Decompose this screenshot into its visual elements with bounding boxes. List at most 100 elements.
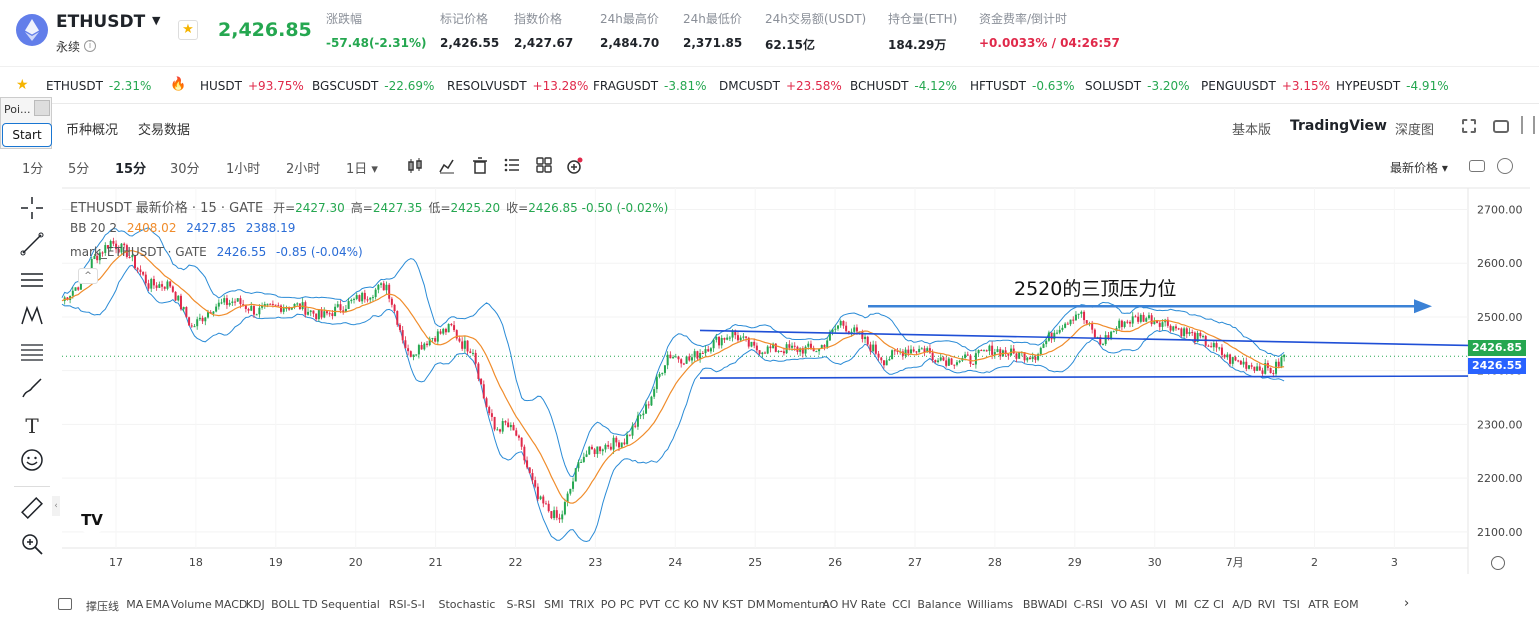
fullscreen-icon[interactable] (1462, 119, 1476, 133)
timeframe-3[interactable]: 30分 (170, 162, 200, 177)
layout-grid-icon[interactable] (536, 157, 552, 177)
indicator-item[interactable]: 撑压线 (86, 600, 119, 613)
channel-bottom-line[interactable] (699, 375, 1469, 379)
settings-gear-icon[interactable] (1497, 158, 1513, 174)
indicator-item[interactable]: ADI (1048, 598, 1068, 611)
indicator-item[interactable]: BBW (1022, 598, 1049, 611)
indicator-item[interactable]: BOLL (271, 598, 300, 611)
view-basic[interactable]: 基本版 (1232, 123, 1272, 138)
ruler-icon[interactable] (18, 496, 46, 524)
indicator-item[interactable]: HV (841, 598, 858, 611)
indicator-item[interactable]: KST (722, 598, 743, 611)
indicator-item[interactable]: Balance (917, 598, 962, 611)
indicator-item[interactable]: NV (702, 598, 719, 611)
indicator-item[interactable]: DM (747, 598, 766, 611)
indicator-item[interactable]: VI (1155, 598, 1167, 611)
symbol-dropdown-icon[interactable]: ▼ (152, 14, 161, 27)
indicator-item[interactable]: EOM (1333, 598, 1359, 611)
timeframe-4[interactable]: 1小时 (226, 162, 261, 177)
indicator-item[interactable]: PVT (639, 598, 660, 611)
indicator-item[interactable]: S-RSI (506, 598, 536, 611)
indicator-item[interactable]: PO (600, 598, 616, 611)
indicator-item[interactable]: SMI (544, 598, 564, 611)
list-icon[interactable] (504, 157, 520, 177)
indicator-item[interactable]: TSI (1282, 598, 1300, 611)
indicator-item[interactable]: TD Sequential (302, 598, 380, 611)
candle-type-icon[interactable] (406, 157, 424, 179)
tab-trade-data[interactable]: 交易数据 (138, 123, 191, 138)
scroll-right-icon[interactable]: › (1404, 596, 1410, 611)
ticker-item[interactable]: HYPEUSDT -4.91% (1336, 79, 1449, 93)
zoom-in-icon[interactable] (18, 532, 46, 560)
ticker-item[interactable]: HUSDT +93.75% (200, 79, 304, 93)
ticker-item[interactable]: DMCUSDT +23.58% (719, 79, 842, 93)
window-icon[interactable] (1493, 120, 1509, 133)
indicator-item[interactable]: ATR (1308, 598, 1330, 611)
view-depth[interactable]: 深度图 (1395, 123, 1435, 138)
timeframe-1[interactable]: 5分 (68, 162, 90, 177)
more-columns-icon[interactable] (1521, 116, 1535, 134)
channel-top-line[interactable] (699, 329, 1469, 347)
ticker-item[interactable]: FRAGUSDT -3.81% (593, 79, 706, 93)
indicator-item[interactable]: TRIX (569, 598, 595, 611)
view-tradingview[interactable]: TradingView (1290, 118, 1387, 134)
poi-close-icon[interactable] (34, 100, 50, 116)
start-button[interactable]: Start (2, 123, 52, 147)
indicator-item[interactable]: CC (664, 598, 680, 611)
indicator-item[interactable]: KO (683, 598, 699, 611)
favorites-star-icon[interactable]: ★ (16, 77, 29, 93)
indicator-item[interactable]: Momentum (766, 598, 830, 611)
indicator-item[interactable]: MI (1174, 598, 1188, 611)
tradingview-logo[interactable]: TV (76, 506, 108, 534)
collapse-legend-icon[interactable]: ^ (78, 268, 98, 284)
pattern-tool-icon[interactable] (18, 304, 46, 332)
indicator-item[interactable]: VO (1111, 598, 1127, 611)
tab-overview[interactable]: 币种概况 (66, 123, 119, 138)
ticker-item[interactable]: BCHUSDT -4.12% (850, 79, 957, 93)
indicator-item[interactable]: A/D (1232, 598, 1252, 611)
indicator-item[interactable]: KDJ (245, 598, 265, 611)
calendar-icon[interactable] (58, 598, 72, 610)
indicator-item[interactable]: C-RSI (1073, 598, 1104, 611)
ticker-item[interactable]: HFTUSDT -0.63% (970, 79, 1074, 93)
emoji-icon[interactable] (18, 448, 46, 476)
ticker-item[interactable]: RESOLVUSDT +13.28% (447, 79, 588, 93)
indicator-item[interactable]: RVI (1257, 598, 1276, 611)
favorite-star-icon[interactable]: ★ (178, 20, 198, 40)
info-icon[interactable]: i (84, 40, 96, 52)
collapse-toolbar-icon[interactable]: ‹ (52, 496, 60, 516)
add-alert-icon[interactable] (566, 157, 584, 179)
indicator-item[interactable]: ASI (1130, 598, 1148, 611)
indicator-item[interactable]: AO (822, 598, 839, 611)
crosshair-icon[interactable] (18, 196, 46, 224)
timeframe-6[interactable]: 1日 ▾ (346, 162, 378, 177)
brush-icon[interactable] (18, 376, 46, 404)
indicator-item[interactable]: MA (126, 598, 144, 611)
indicator-item[interactable]: CI (1213, 598, 1225, 611)
timeframe-5[interactable]: 2小时 (286, 162, 321, 177)
indicator-item[interactable]: Volume (170, 598, 212, 611)
trend-line-icon[interactable] (18, 232, 46, 260)
indicator-item[interactable]: MACD (214, 598, 248, 611)
ticker-item[interactable]: ETHUSDT -2.31% (46, 79, 151, 93)
price-type-select[interactable]: 最新价格 ▾ (1390, 161, 1448, 175)
chart-settings-icon[interactable] (1491, 556, 1505, 570)
symbol-title[interactable]: ETHUSDT (56, 12, 146, 32)
indicators-icon[interactable] (438, 157, 456, 179)
camera-icon[interactable] (1469, 160, 1485, 172)
indicator-item[interactable]: PC (619, 598, 635, 611)
text-tool-icon[interactable]: T (25, 414, 39, 438)
indicator-item[interactable]: Williams (967, 598, 1014, 611)
ticker-item[interactable]: PENGUUSDT +3.15% (1201, 79, 1330, 93)
indicator-item[interactable]: EMA (145, 598, 170, 611)
indicator-item[interactable]: Stochastic (438, 598, 496, 611)
timeframe-2[interactable]: 15分 (115, 162, 147, 177)
fib-tool-icon[interactable] (18, 340, 46, 368)
indicator-item[interactable]: CZ (1193, 598, 1210, 611)
ticker-item[interactable]: SOLUSDT -3.20% (1085, 79, 1190, 93)
indicator-item[interactable]: Rate (860, 598, 886, 611)
ticker-item[interactable]: BGSCUSDT -22.69% (312, 79, 434, 93)
indicator-item[interactable]: RSI-S-I (388, 598, 425, 611)
indicator-item[interactable]: CCI (892, 598, 911, 611)
